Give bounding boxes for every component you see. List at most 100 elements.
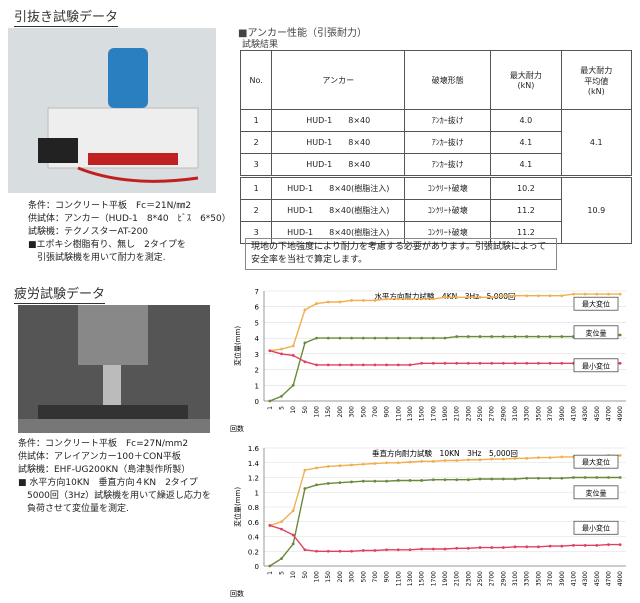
- photo: [18, 305, 210, 433]
- data-point: [607, 543, 610, 547]
- x-tick-label: 2900: [500, 406, 507, 421]
- x-tick-label: 700: [372, 406, 379, 418]
- x-tick-label: 50: [302, 406, 309, 414]
- series-line: [269, 524, 621, 552]
- data-point: [618, 476, 622, 479]
- data-point: [396, 363, 400, 367]
- data-point: [303, 308, 307, 312]
- data-point: [338, 464, 342, 468]
- data-point: [408, 548, 412, 552]
- data-point: [280, 557, 283, 561]
- table-cell: 11.2: [490, 199, 562, 222]
- data-point: [478, 458, 482, 462]
- x-tick-label: 3500: [535, 406, 542, 421]
- x-axis-label: 回数: [230, 424, 244, 433]
- data-point: [572, 543, 575, 547]
- data-point: [350, 549, 353, 553]
- x-tick-label: 2500: [477, 406, 484, 421]
- data-point: [455, 478, 459, 482]
- data-point: [315, 483, 318, 487]
- header-cell: 最大耐力 (kN): [490, 50, 562, 110]
- data-point: [443, 336, 447, 340]
- x-tick-label: 1100: [395, 571, 402, 586]
- data-point: [338, 549, 342, 553]
- x-tick-label: 300: [349, 571, 356, 583]
- legend-label: 最小変位: [582, 361, 610, 370]
- data-point: [548, 361, 552, 365]
- data-point: [478, 295, 482, 299]
- data-point: [572, 292, 575, 296]
- legend-label: 最大変位: [582, 300, 610, 309]
- legend-box: [573, 520, 619, 535]
- x-tick-label: 1300: [407, 571, 414, 586]
- data-point: [291, 533, 295, 537]
- data-point: [420, 336, 424, 340]
- data-point: [350, 363, 353, 367]
- data-point: [350, 463, 353, 467]
- average-cell: 4.1: [560, 109, 633, 177]
- data-point: [583, 543, 587, 547]
- x-tick-label: 2700: [489, 406, 496, 421]
- x-tick-label: 5: [279, 571, 286, 575]
- data-point: [595, 543, 599, 547]
- data-point: [560, 335, 564, 338]
- data-point: [525, 335, 529, 338]
- y-axis-label: 変位量(mm): [233, 326, 242, 366]
- y-axis-label: 変位量(mm): [233, 487, 242, 527]
- data-point: [583, 292, 587, 296]
- data-point: [560, 361, 564, 365]
- header-row: No. アンカー 破壊形態 最大耐力 (kN) 最大耐力 平均値 (kN): [239, 50, 633, 110]
- data-point: [420, 479, 424, 482]
- data-point: [326, 465, 330, 468]
- data-point: [303, 468, 307, 472]
- data-point: [385, 461, 389, 465]
- legend-label: 最小変位: [582, 524, 610, 533]
- data-point: [478, 546, 482, 549]
- x-tick-label: 100: [314, 571, 321, 583]
- data-point: [443, 295, 447, 299]
- data-point: [618, 453, 622, 457]
- y-tick-label: 1: [255, 489, 259, 497]
- table-cell: 1: [239, 175, 273, 200]
- data-point: [618, 543, 622, 547]
- data-point: [315, 336, 318, 340]
- data-point: [478, 361, 482, 365]
- y-tick-label: 1: [255, 382, 259, 390]
- x-tick-label: 10: [290, 571, 297, 579]
- x-tick-label: 1500: [419, 406, 426, 421]
- data-point: [501, 457, 505, 461]
- average-cell: 10.9: [560, 175, 633, 244]
- x-tick-label: 3300: [524, 571, 531, 586]
- x-tick-label: 2300: [465, 571, 472, 586]
- table-cell: 2: [239, 131, 273, 154]
- series-line: [269, 334, 621, 402]
- data-point: [490, 546, 494, 549]
- data-point: [537, 476, 540, 480]
- x-tick-label: 150: [325, 571, 332, 583]
- data-point: [537, 456, 540, 459]
- condition-line: 供試体：アレイアンカー100＋CON平板: [18, 452, 181, 462]
- data-point: [291, 509, 295, 513]
- condition-line: 供試体：アンカー（HUD-1 8*40 ﾋﾞｽ 6*50）: [28, 214, 231, 224]
- x-tick-label: 3900: [559, 571, 566, 586]
- data-point: [618, 292, 622, 296]
- conditions: 条件：コンクリート平板 Fc＝21N/㎜2 供試体：アンカー（HUD-1 8*40…: [28, 200, 231, 265]
- data-point: [431, 361, 435, 365]
- conditions: 条件：コンクリート平板 Fc=27N/mm2 供試体：アレイアンカー100＋CON…: [18, 438, 211, 516]
- table-row: 2 HUD-1 8×40 ｱﾝｶｰ抜け 4.1: [239, 131, 632, 154]
- x-tick-label: 3700: [547, 571, 554, 586]
- data-point: [513, 361, 517, 365]
- legend-box: [573, 325, 619, 340]
- y-tick-label: 0.2: [248, 548, 259, 556]
- data-point: [431, 459, 435, 463]
- x-tick-label: 2100: [454, 571, 461, 586]
- table-cell: ｱﾝｶｰ抜け: [404, 153, 492, 177]
- data-point: [361, 336, 365, 340]
- data-point: [548, 294, 552, 298]
- data-point: [396, 479, 400, 482]
- data-point: [396, 461, 400, 465]
- table-title: ■アンカー性能（引張耐力）: [238, 28, 368, 39]
- data-point: [501, 294, 505, 298]
- data-point: [408, 297, 412, 301]
- data-point: [525, 294, 529, 298]
